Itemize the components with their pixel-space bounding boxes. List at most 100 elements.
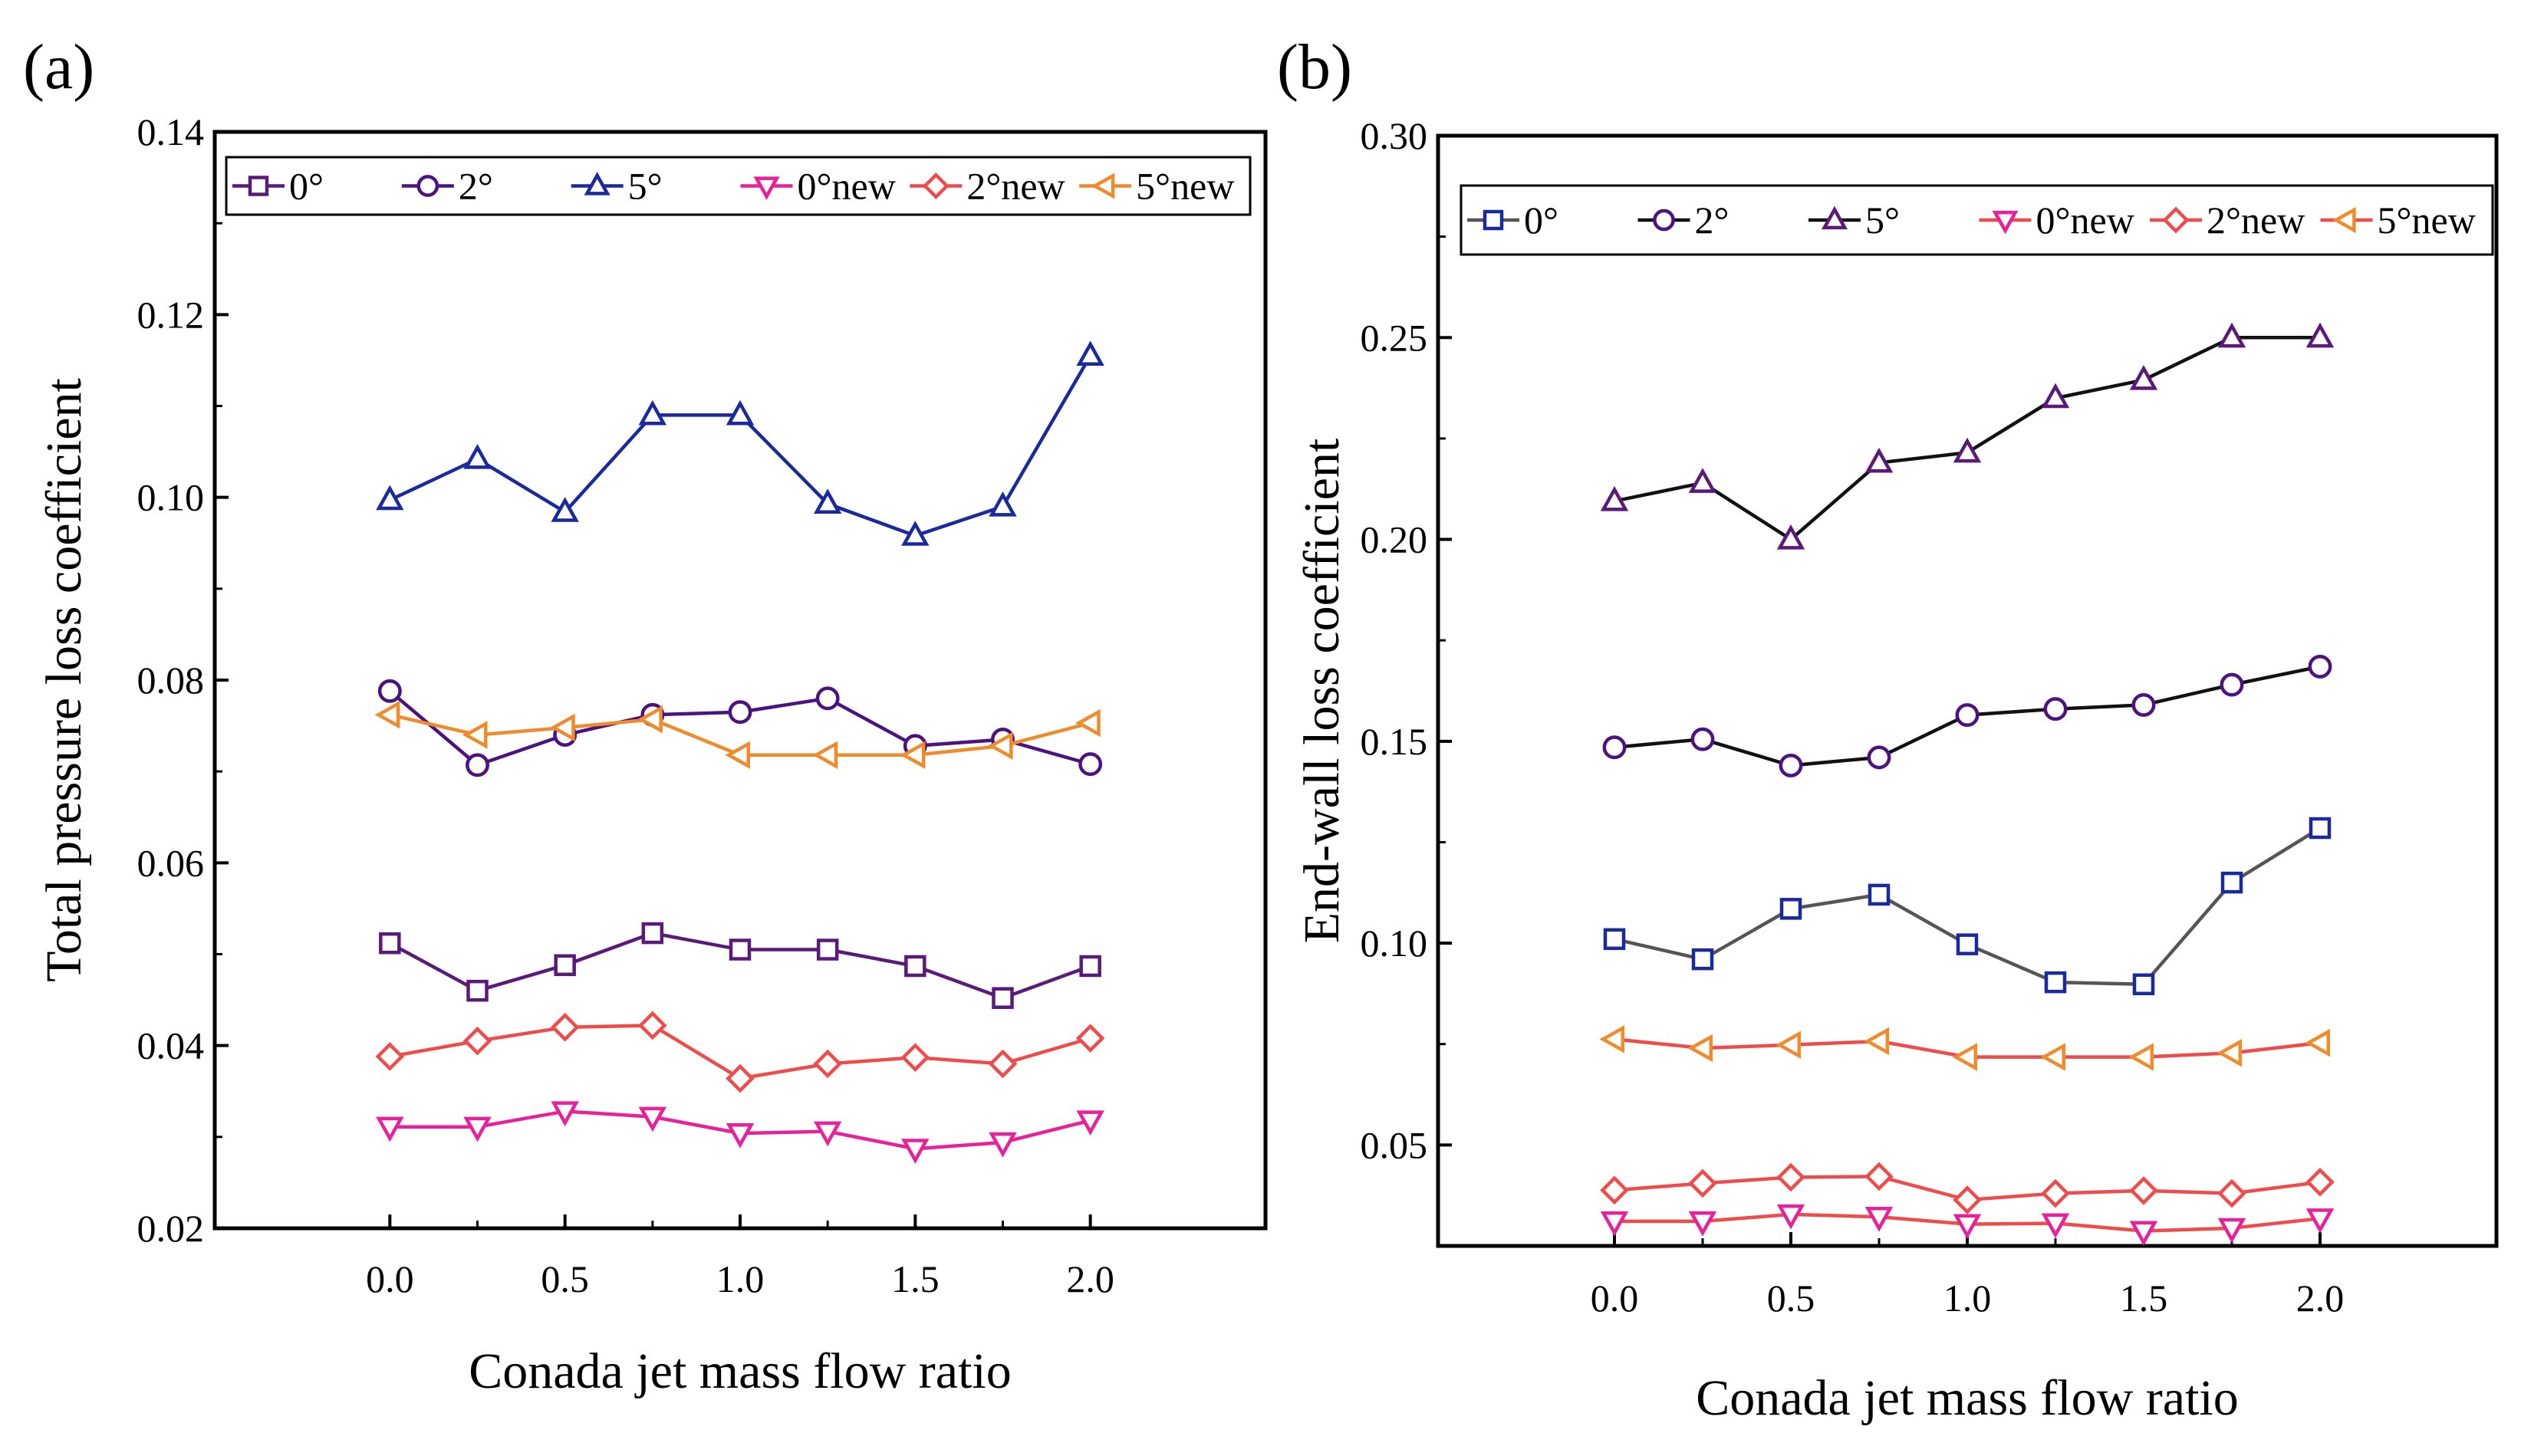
data-point: [1603, 928, 1626, 951]
data-point: [641, 922, 664, 945]
chart-a: 0.0 0.5 1.0 1.5 2.0 0.02 0.04 0.06 0.08 0.10 0.12 0…: [36, 110, 1268, 1399]
y-tick-label: 0.10: [1361, 922, 1428, 965]
data-point: [462, 721, 488, 749]
data-point: [813, 488, 842, 514]
data-point: [1955, 703, 1980, 728]
series-0°new: [1600, 1204, 2335, 1247]
data-point: [463, 1116, 492, 1142]
data-point: [1691, 948, 1714, 971]
legend-marker: [2162, 206, 2190, 234]
legend-frame: [225, 156, 1252, 216]
data-point: [2040, 1043, 2066, 1071]
legend-marker: [1992, 210, 2019, 235]
y-tick-label: 0.25: [1361, 316, 1428, 359]
legend-label: 5°: [628, 165, 663, 208]
data-point: [550, 1013, 580, 1042]
legend-marker: [584, 172, 610, 196]
legend-label: 5°new: [1136, 165, 1234, 208]
series-0°new: [376, 1101, 1104, 1164]
panel-label-a: (a): [23, 31, 94, 103]
data-point: [813, 1121, 842, 1147]
data-point: [375, 1042, 405, 1071]
panel-label-b: (b): [1277, 31, 1352, 103]
data-point: [2131, 692, 2156, 717]
data-point: [1688, 1168, 1717, 1198]
data-point: [466, 979, 489, 1002]
x-tick-label: 0.0: [1591, 1277, 1639, 1320]
legend-marker: [416, 175, 439, 197]
data-point: [1868, 883, 1891, 906]
data-point: [2309, 817, 2332, 840]
data-point: [900, 741, 926, 769]
y-axis-label: Total pressure loss coefficient: [36, 378, 92, 982]
data-point: [376, 485, 404, 511]
data-point: [638, 1011, 667, 1040]
data-point: [726, 1063, 755, 1093]
data-point: [1864, 447, 1894, 473]
series-5°new: [374, 701, 1101, 769]
data-point: [901, 1139, 930, 1164]
data-point: [2217, 1039, 2243, 1067]
chart-b: 0.0 0.5 1.0 1.5 2.0 0.05 0.10 0.15 0.20 0.25 0.30 C…: [1294, 114, 2499, 1426]
data-point: [550, 713, 575, 742]
data-point: [812, 741, 838, 769]
data-point: [637, 705, 663, 734]
x-tick-label: 1.5: [2120, 1277, 2168, 1320]
data-point: [1956, 933, 1979, 955]
data-point: [729, 938, 752, 961]
data-point: [725, 741, 751, 769]
data-point: [1776, 1162, 1805, 1192]
data-point: [1776, 1204, 1805, 1230]
series-5°new: [1599, 1025, 2331, 1071]
legend-marker: [1483, 209, 1504, 231]
data-point: [638, 1106, 667, 1132]
y-tick-label: 0.08: [137, 659, 205, 702]
data-point: [1953, 1185, 1982, 1214]
data-point: [1779, 753, 1803, 777]
data-point: [1600, 1175, 1629, 1205]
data-point: [1864, 1162, 1894, 1191]
data-point: [1600, 485, 1629, 511]
data-point: [900, 1043, 930, 1072]
data-point: [1602, 735, 1627, 760]
data-point: [1867, 745, 1891, 770]
data-point: [2220, 672, 2244, 697]
series-5°: [376, 340, 1104, 546]
legend-label: 0°new: [798, 165, 896, 208]
data-point: [2217, 1178, 2246, 1208]
data-point: [992, 987, 1014, 1009]
data-point: [815, 686, 840, 711]
data-point: [2043, 697, 2068, 721]
data-point: [1688, 1211, 1717, 1237]
legend-marker: [248, 176, 269, 196]
data-point: [379, 932, 401, 955]
data-point: [2128, 1043, 2154, 1071]
data-point: [2129, 1221, 2158, 1247]
data-point: [2041, 383, 2070, 409]
data-point: [374, 701, 400, 729]
data-point: [638, 399, 667, 426]
data-point: [901, 521, 930, 546]
data-point: [2132, 973, 2155, 996]
y-tick-label: 0.20: [1361, 518, 1428, 561]
legend-label: 2°: [459, 165, 493, 208]
x-axis-label: Conada jet mass flow ratio: [1696, 1370, 2239, 1426]
y-tick-label: 0.12: [137, 293, 205, 336]
data-point: [1076, 1110, 1104, 1136]
legend-label: 2°new: [966, 165, 1065, 208]
data-point: [1864, 1027, 1890, 1056]
data-point: [1953, 437, 1982, 463]
y-tick-label: 0.10: [137, 476, 205, 519]
data-point: [1952, 1043, 1978, 1071]
data-point: [2041, 1213, 2070, 1239]
data-point: [1076, 340, 1104, 366]
series-2°new: [375, 1011, 1105, 1093]
series-0°: [379, 922, 1101, 1009]
data-point: [816, 938, 839, 961]
legend-label: 0°: [1524, 199, 1558, 242]
data-point: [1687, 1034, 1713, 1063]
data-point: [989, 491, 1017, 517]
data-point: [987, 731, 1013, 761]
legend-marker: [1821, 205, 1848, 230]
